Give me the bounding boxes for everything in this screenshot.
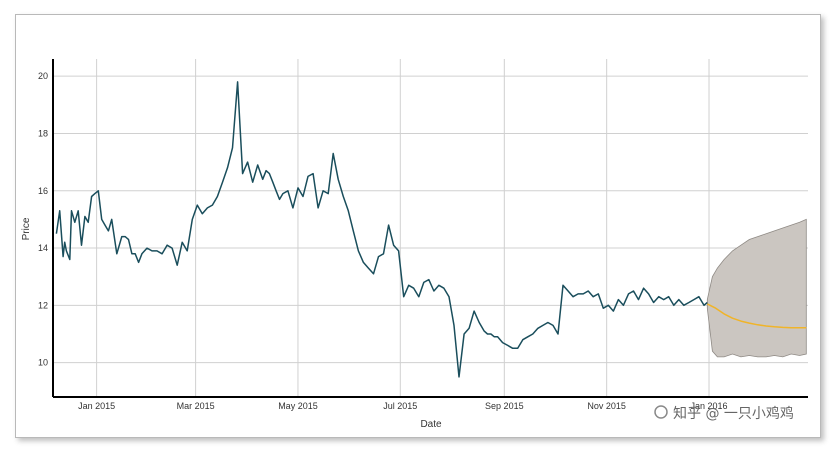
x-tick-label: Jan 2016 — [690, 401, 727, 411]
chart-frame: 10 12 14 16 18 20 Jan 2015 Mar 2015 May 2015 Jul… — [15, 14, 821, 438]
x-tick-label: Nov 2015 — [587, 401, 626, 411]
x-tick-label: Sep 2015 — [485, 401, 524, 411]
x-tick-labels: Jan 2015 Mar 2015 May 2015 Jul 2015 Sep 2015… — [78, 401, 727, 411]
y-tick-label: 10 — [38, 358, 48, 368]
series — [55, 81, 807, 378]
y-tick-label: 16 — [38, 186, 48, 196]
watermark-text: 知乎 @ 一只小鸡鸡 — [673, 405, 794, 422]
forecast-band — [706, 218, 807, 358]
y-axis-title: Price — [21, 217, 32, 240]
grid — [53, 59, 808, 397]
forecast-line — [706, 303, 807, 329]
x-tick-label: Mar 2015 — [177, 401, 215, 411]
confidence-band — [706, 218, 807, 358]
wechat-icon — [654, 405, 668, 419]
x-tick-label: Jul 2015 — [383, 401, 417, 411]
y-tick-label: 20 — [38, 71, 48, 81]
x-tick-label: Jan 2015 — [78, 401, 115, 411]
chart-svg: 10 12 14 16 18 20 Jan 2015 Mar 2015 May 2015 Jul… — [21, 59, 808, 430]
y-tick-labels: 10 12 14 16 18 20 — [38, 71, 48, 367]
x-tick-label: May 2015 — [278, 401, 318, 411]
y-tick-label: 14 — [38, 243, 48, 253]
axes — [52, 59, 808, 398]
y-tick-label: 12 — [38, 300, 48, 310]
y-tick-label: 18 — [38, 128, 48, 138]
price-line — [55, 81, 708, 378]
x-axis-title: Date — [420, 419, 442, 430]
watermark: 知乎 @ 一只小鸡鸡 — [654, 405, 794, 422]
